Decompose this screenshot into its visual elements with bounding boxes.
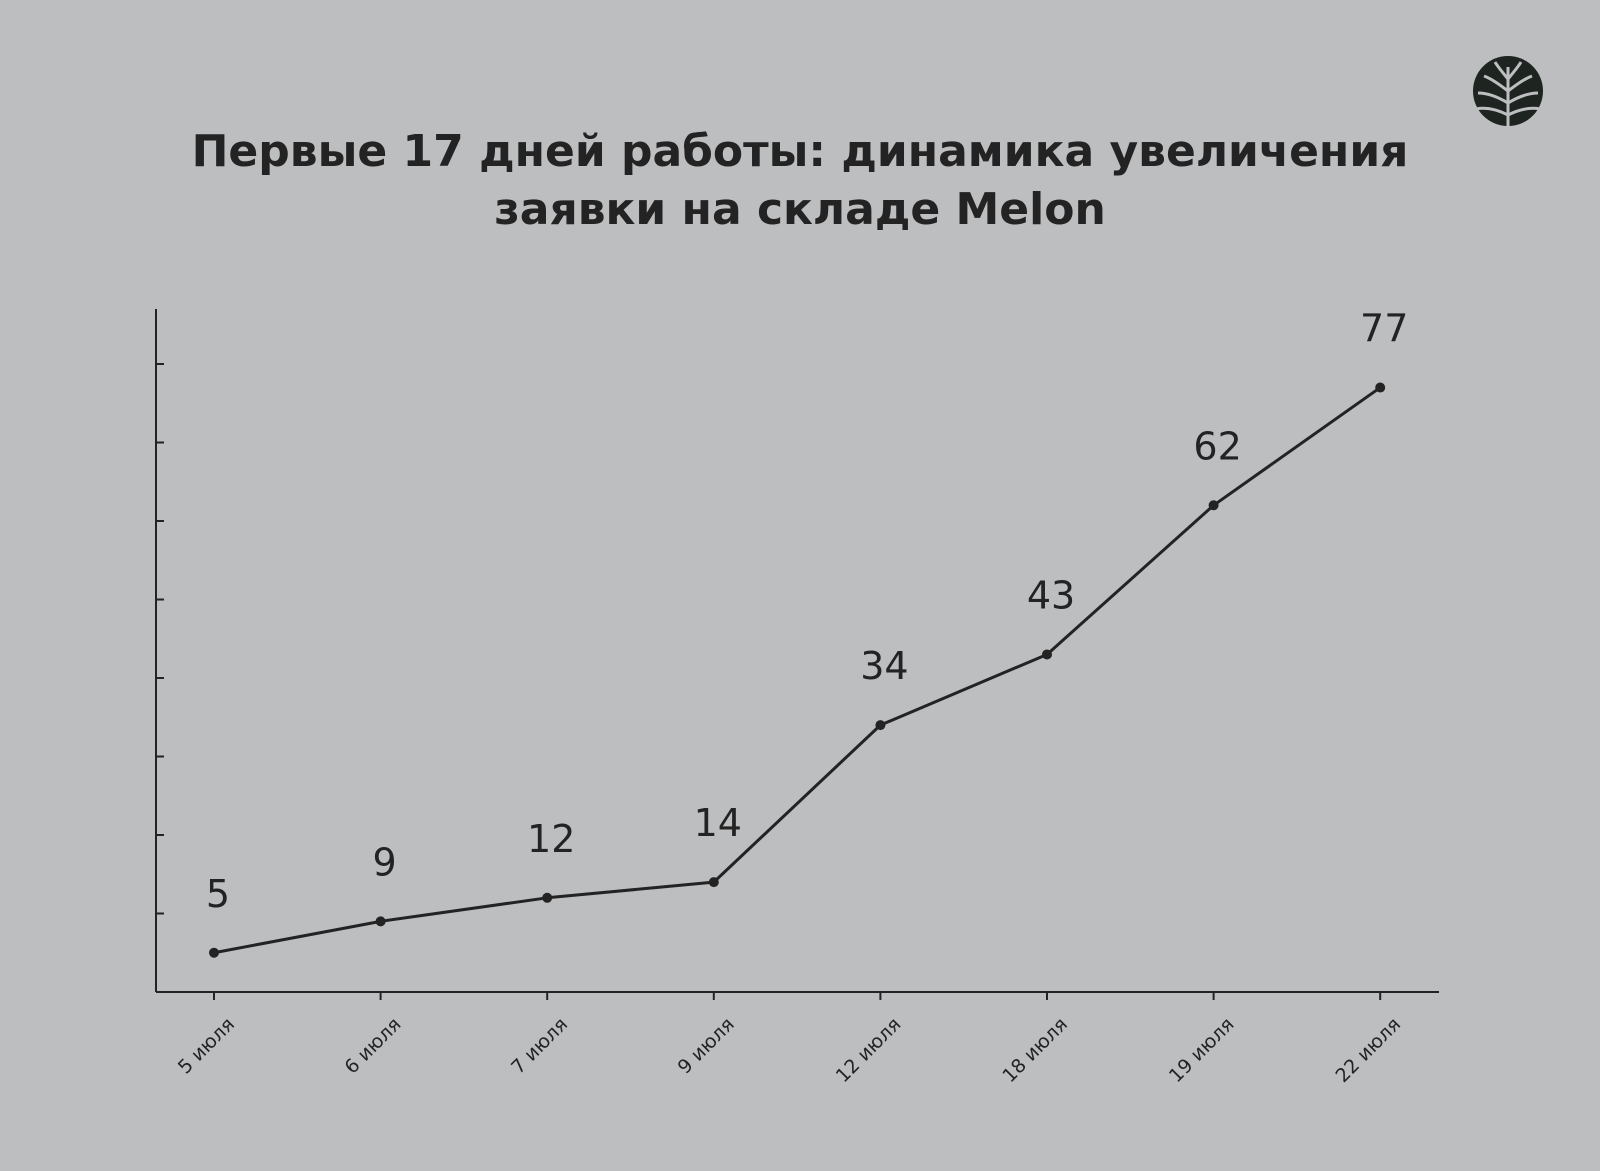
x-axis-ticks	[213, 992, 1382, 1000]
data-label: 77	[1360, 307, 1408, 351]
data-label: 43	[1027, 573, 1075, 617]
data-points	[209, 382, 1386, 958]
data-point	[708, 877, 719, 888]
data-label: 9	[373, 840, 397, 884]
x-tick-label: 19 июля	[1165, 1013, 1239, 1087]
page-title: Первые 17 дней работы: динамика увеличен…	[100, 123, 1500, 239]
data-point	[1208, 500, 1219, 511]
x-tick-labels: 5 июля 6 июля 7 июля 9 июля 12 июля 18 июля 19…	[174, 1013, 1405, 1087]
data-label: 14	[694, 801, 742, 845]
data-label: 12	[527, 817, 575, 861]
data-point	[1042, 649, 1052, 660]
series-polyline	[213, 386, 1382, 955]
x-tick-label: 9 июля	[674, 1013, 739, 1078]
x-tick-label: 6 июля	[340, 1013, 405, 1078]
data-label: 62	[1193, 424, 1241, 468]
title-line-1: Первые 17 дней работы: динамика увеличен…	[191, 126, 1409, 177]
data-label: 5	[206, 872, 230, 916]
data-point	[375, 916, 386, 927]
x-tick-label: 22 июля	[1332, 1013, 1406, 1087]
x-tick-label: 5 июля	[174, 1013, 239, 1078]
data-point	[209, 947, 219, 958]
x-tick-label: 7 июля	[507, 1013, 572, 1078]
data-point	[542, 892, 553, 903]
data-labels: 5 9 12 14 34 43 62 77	[206, 307, 1408, 916]
data-point	[1375, 382, 1386, 393]
y-axis-ticks	[156, 363, 164, 915]
data-point	[875, 720, 886, 731]
tree-logo-icon	[1473, 56, 1543, 127]
x-tick-label: 18 июля	[998, 1013, 1072, 1087]
title-line-2: заявки на складе Melon	[494, 184, 1106, 235]
data-label: 34	[860, 644, 908, 688]
x-tick-label: 12 июля	[832, 1013, 906, 1087]
series-line	[213, 386, 1382, 955]
